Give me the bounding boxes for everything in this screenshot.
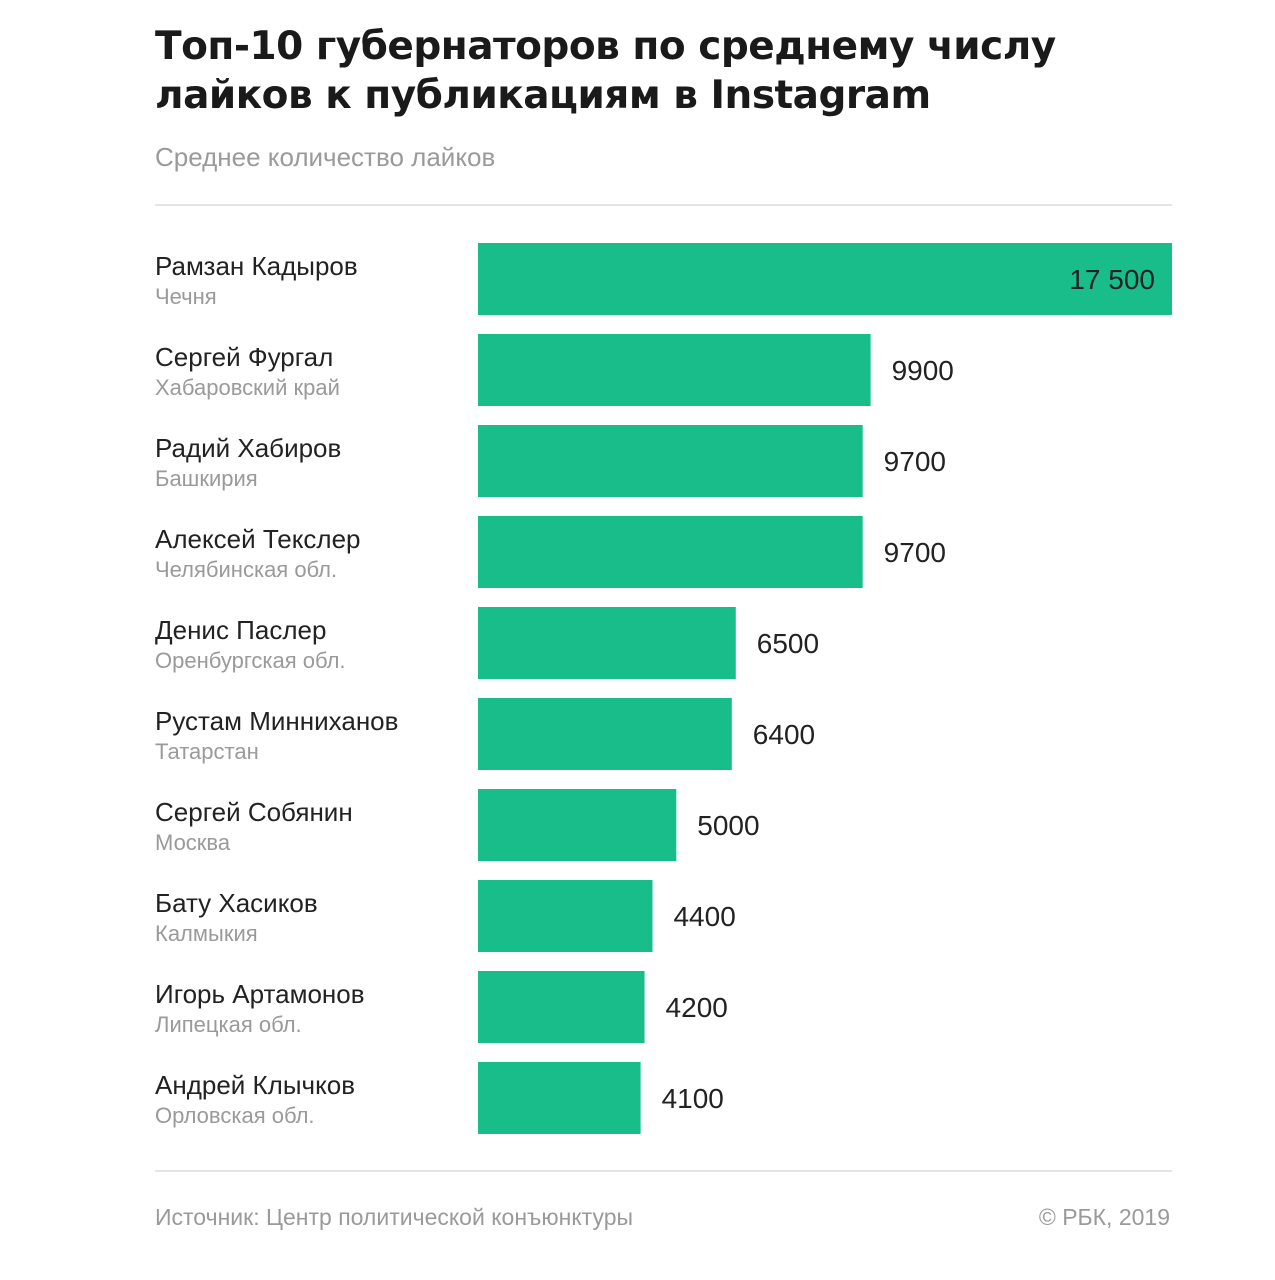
bar-value-label: 9700 [884, 537, 946, 568]
bar [478, 1062, 641, 1134]
top-divider [155, 204, 1172, 206]
category-name-label: Бату Хасиков [155, 888, 318, 918]
category-region-label: Оренбургская обл. [155, 648, 346, 673]
category-region-label: Челябинская обл. [155, 557, 337, 582]
bar-value-label: 4100 [662, 1083, 724, 1114]
bar [478, 789, 677, 861]
category-region-label: Калмыкия [155, 921, 258, 946]
category-region-label: Москва [155, 830, 231, 855]
category-name-label: Алексей Текслер [155, 524, 361, 554]
category-region-label: Татарстан [155, 739, 259, 764]
bar-value-label: 9700 [884, 446, 946, 477]
category-name-label: Сергей Фургал [155, 342, 333, 372]
category-name-label: Денис Паслер [155, 615, 326, 645]
source-note: Источник: Центр политической конъюнктуры [155, 1204, 634, 1230]
category-region-label: Башкирия [155, 466, 258, 491]
bar [478, 243, 1172, 315]
category-name-label: Рамзан Кадыров [155, 251, 358, 281]
category-name-label: Радий Хабиров [155, 433, 341, 463]
category-name-label: Сергей Собянин [155, 797, 353, 827]
category-region-label: Орловская обл. [155, 1103, 315, 1128]
bar [478, 516, 863, 588]
bar-value-label: 4400 [673, 901, 735, 932]
bar-value-label: 4200 [666, 992, 728, 1023]
bar-value-label: 17 500 [1069, 264, 1155, 295]
bar [478, 698, 732, 770]
bar-value-label: 9900 [892, 355, 954, 386]
bar [478, 607, 736, 679]
bottom-divider [155, 1170, 1172, 1172]
category-name-label: Андрей Клычков [155, 1070, 355, 1100]
bar-value-label: 5000 [697, 810, 759, 841]
bar [478, 425, 863, 497]
category-region-label: Чечня [155, 284, 217, 309]
chart-title: Топ-10 губернаторов по среднему числу ла… [155, 24, 1056, 118]
chart-subtitle: Среднее количество лайков [155, 142, 496, 172]
category-region-label: Хабаровский край [155, 375, 340, 400]
copyright-note: © РБК, 2019 [1038, 1204, 1170, 1230]
category-name-label: Игорь Артамонов [155, 979, 365, 1009]
bar [478, 334, 871, 406]
bar-value-label: 6400 [753, 719, 815, 750]
bar [478, 971, 645, 1043]
category-region-label: Липецкая обл. [155, 1012, 302, 1037]
category-name-label: Рустам Минниханов [155, 706, 398, 736]
bar [478, 880, 653, 952]
bar-value-label: 6500 [757, 628, 819, 659]
